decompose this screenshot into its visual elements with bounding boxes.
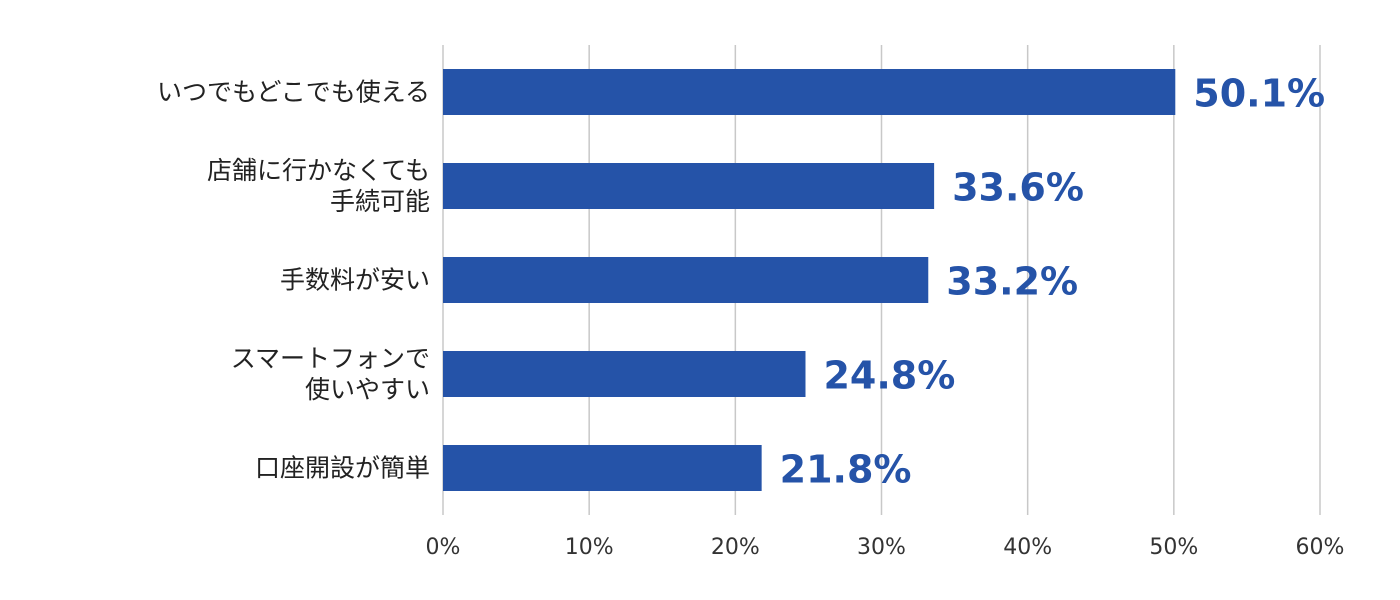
y-tick-label: スマートフォンで 使いやすい [230,343,430,404]
x-tick-label: 10% [565,535,614,560]
bar [443,69,1176,115]
bar [443,163,935,209]
y-tick-label: いつでもどこでも使える [156,77,430,107]
x-tick-label: 60% [1296,535,1345,560]
bar [443,445,762,491]
x-tick-label: 20% [711,535,760,560]
bar [443,351,806,397]
bar [443,257,929,303]
x-tick-label: 30% [857,535,906,560]
value-label: 21.8% [780,448,912,492]
x-tick-label: 40% [1003,535,1052,560]
value-label: 50.1% [1193,72,1325,116]
y-tick-label: 手数料が安い [279,265,430,295]
y-tick-label: 口座開設が簡単 [254,453,430,483]
y-tick-label: 店舗に行かなくても 手続可能 [206,155,430,216]
x-tick-label: 50% [1149,535,1198,560]
x-tick-label: 0% [426,535,461,560]
value-label: 24.8% [823,354,955,398]
value-label: 33.6% [952,166,1084,210]
value-label: 33.2% [946,260,1078,304]
